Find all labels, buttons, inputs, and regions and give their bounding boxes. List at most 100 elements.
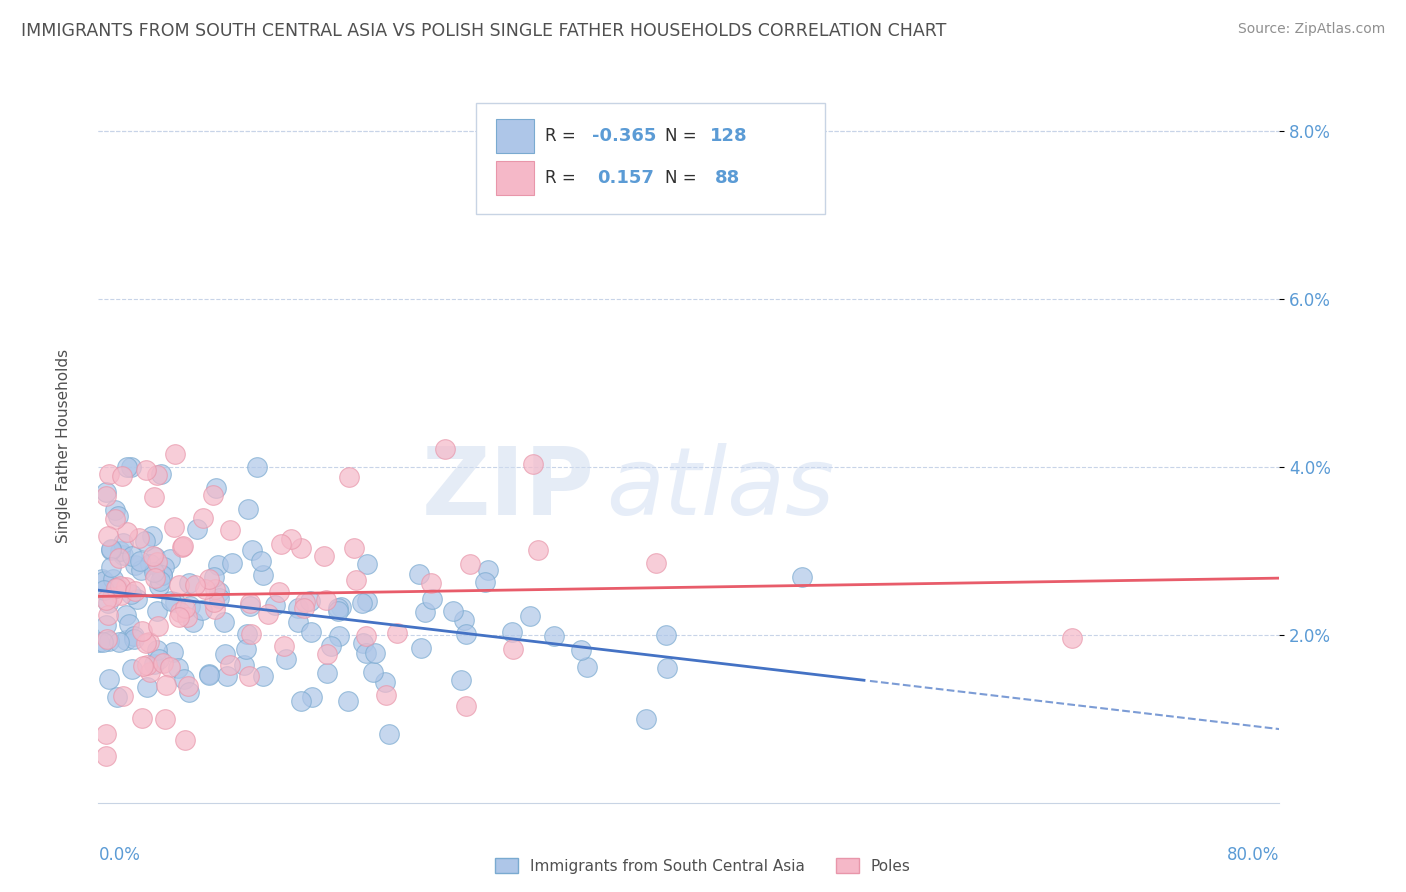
Point (143, 657, 166, 671)
Point (502, 641, 524, 656)
Point (91, 634, 114, 648)
Point (221, 556, 243, 570)
Point (270, 537, 292, 551)
Point (344, 573, 367, 587)
Text: Single Father Households: Single Father Households (56, 349, 70, 543)
Point (163, 595, 186, 609)
Point (576, 660, 599, 674)
Point (131, 624, 153, 638)
Point (152, 560, 174, 574)
Point (97, 596, 120, 610)
Point (238, 669, 260, 683)
Point (543, 629, 565, 643)
Point (434, 442, 457, 456)
Point (129, 554, 152, 568)
Point (131, 711, 153, 725)
Point (174, 733, 197, 747)
Text: ZIP: ZIP (422, 442, 595, 535)
FancyBboxPatch shape (477, 103, 825, 214)
Text: 80.0%: 80.0% (1227, 846, 1279, 863)
Point (240, 542, 263, 557)
Point (350, 596, 373, 610)
Point (110, 468, 132, 483)
Point (146, 467, 169, 482)
Point (569, 642, 592, 657)
Point (290, 541, 312, 555)
Point (458, 558, 481, 572)
Point (1060, 631, 1083, 645)
Point (246, 460, 269, 475)
Point (111, 548, 134, 562)
Point (104, 503, 127, 517)
Point (420, 592, 443, 607)
Point (214, 647, 236, 661)
Point (150, 568, 173, 582)
Point (208, 584, 231, 599)
Point (118, 617, 141, 632)
Point (122, 629, 145, 643)
Point (96, 632, 118, 646)
Point (98, 672, 121, 686)
Point (316, 665, 339, 680)
Point (792, 570, 814, 584)
Point (108, 579, 131, 593)
Point (239, 599, 262, 614)
Point (103, 572, 125, 586)
Point (124, 558, 146, 573)
Point (204, 602, 226, 616)
Point (129, 563, 152, 577)
Point (287, 601, 309, 615)
Point (408, 566, 430, 581)
Point (450, 673, 472, 688)
Point (105, 580, 128, 594)
Point (170, 540, 193, 554)
Text: R =: R = (546, 128, 581, 145)
Point (377, 727, 399, 741)
FancyBboxPatch shape (496, 120, 534, 153)
Point (135, 463, 157, 477)
Point (96, 528, 118, 542)
Point (273, 640, 295, 654)
Text: atlas: atlas (606, 443, 835, 534)
Point (329, 600, 352, 615)
Point (411, 640, 433, 655)
Point (120, 587, 142, 601)
Point (274, 652, 297, 666)
Text: 128: 128 (710, 128, 748, 145)
Point (155, 712, 177, 726)
Point (142, 549, 165, 564)
Point (527, 543, 550, 558)
Point (124, 632, 146, 646)
Point (239, 597, 262, 611)
Point (152, 657, 174, 671)
Point (198, 667, 221, 681)
Point (115, 608, 138, 623)
Point (197, 572, 219, 586)
Point (111, 689, 134, 703)
Point (207, 558, 229, 573)
Point (97, 467, 120, 481)
Point (177, 576, 200, 591)
Point (169, 578, 191, 592)
Point (98, 634, 121, 648)
Point (115, 633, 138, 648)
Point (375, 688, 398, 702)
Point (155, 678, 177, 692)
Point (128, 531, 150, 545)
Point (191, 511, 214, 525)
Point (519, 608, 541, 623)
Point (343, 541, 366, 555)
Point (124, 584, 146, 599)
FancyBboxPatch shape (496, 161, 534, 194)
Text: N =: N = (665, 128, 702, 145)
Point (634, 712, 657, 726)
Point (101, 590, 124, 604)
Point (456, 627, 478, 641)
Point (252, 669, 274, 683)
Point (215, 669, 238, 683)
Point (120, 460, 142, 475)
Point (108, 550, 131, 565)
Point (163, 520, 186, 534)
Point (176, 679, 198, 693)
Point (250, 554, 273, 568)
